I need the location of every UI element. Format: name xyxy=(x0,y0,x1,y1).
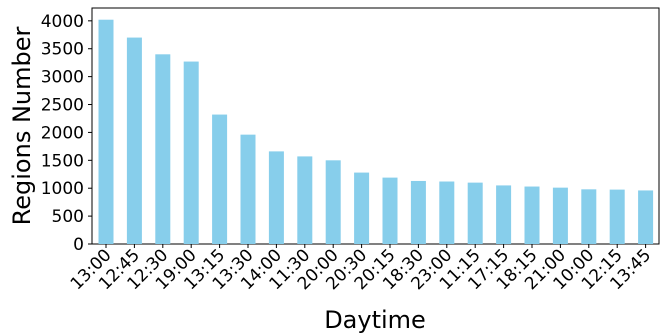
bar-1215 xyxy=(609,189,625,244)
bar-1345 xyxy=(638,190,654,244)
bar-1830 xyxy=(410,180,426,244)
y-tick-label: 2000 xyxy=(41,123,84,143)
x-axis: 13:0012:4512:3019:0013:1513:3014:0011:30… xyxy=(67,244,655,294)
bar-1230 xyxy=(155,54,171,244)
bar-2030 xyxy=(354,172,370,244)
bar-1115 xyxy=(467,182,483,244)
bar-1000 xyxy=(581,189,597,244)
y-axis-label: Regions Number xyxy=(8,27,36,226)
y-tick-label: 0 xyxy=(73,235,84,255)
bar-1900 xyxy=(183,61,199,244)
bar-1245 xyxy=(126,37,142,245)
bar-1315 xyxy=(212,114,228,244)
y-tick-label: 3500 xyxy=(41,40,84,60)
y-tick-label: 500 xyxy=(52,207,84,227)
bar-1330 xyxy=(240,134,256,244)
x-axis-label: Daytime xyxy=(324,306,426,334)
bar-2000 xyxy=(325,160,341,244)
bar-1715 xyxy=(496,185,512,244)
bar-1130 xyxy=(297,156,313,244)
bar-1300 xyxy=(98,19,114,245)
plot-frame xyxy=(91,7,660,245)
bar-1815 xyxy=(524,186,540,244)
bars-group xyxy=(98,19,654,245)
y-tick-label: 2500 xyxy=(41,96,84,116)
bar-2300 xyxy=(439,181,455,244)
bar-2015 xyxy=(382,177,398,244)
y-tick-label: 4000 xyxy=(41,12,84,32)
bar-2100 xyxy=(552,187,568,244)
y-tick-label: 1000 xyxy=(41,179,84,199)
y-tick-label: 3000 xyxy=(41,68,84,88)
y-tick-label: 1500 xyxy=(41,151,84,171)
bar-1400 xyxy=(268,151,284,244)
y-axis: 0 500 1000 1500 2000 2500 3000 3500 4000 xyxy=(41,12,92,255)
